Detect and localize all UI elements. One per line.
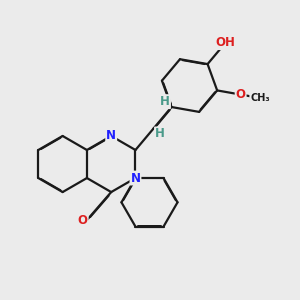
Text: O: O xyxy=(78,214,88,226)
Text: H: H xyxy=(155,128,165,140)
Text: OH: OH xyxy=(216,36,236,49)
Text: O: O xyxy=(236,88,246,101)
Text: N: N xyxy=(106,130,116,142)
Text: H: H xyxy=(160,95,170,108)
Text: CH₃: CH₃ xyxy=(250,93,270,103)
Text: N: N xyxy=(130,172,140,184)
